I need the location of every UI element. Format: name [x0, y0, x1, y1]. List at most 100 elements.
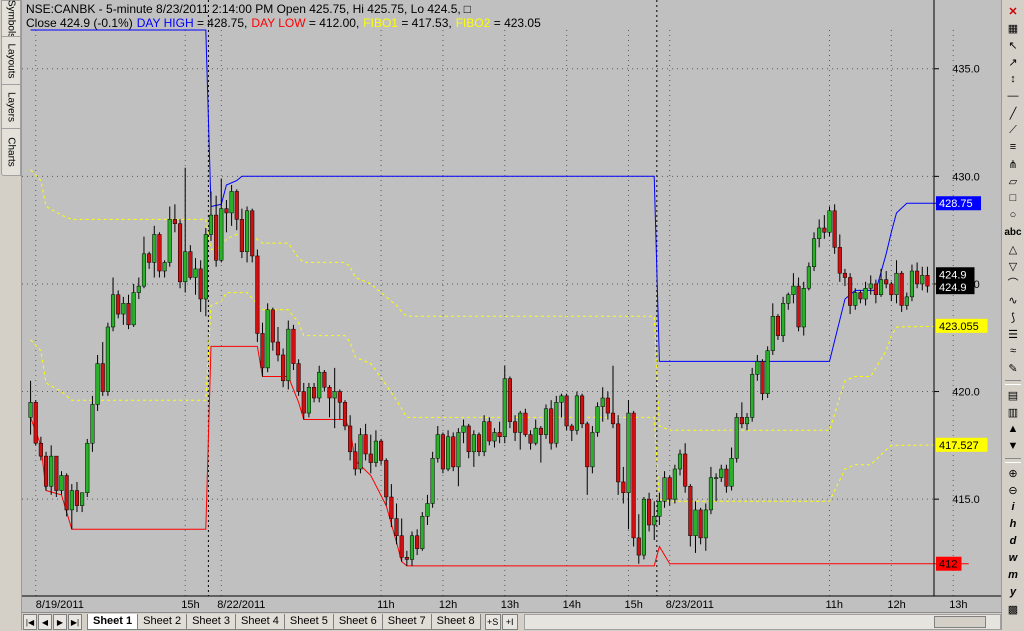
curve-tool-icon[interactable]: ∿ — [1008, 294, 1018, 307]
candle — [219, 178, 224, 263]
sheet-tab-3[interactable]: Sheet 3 — [186, 614, 236, 630]
m-tool-icon[interactable]: m — [1008, 569, 1018, 581]
candle — [580, 393, 585, 429]
candle — [177, 219, 183, 289]
triangle-up-tool-icon[interactable]: △ — [1008, 243, 1018, 256]
vert-line-tool-icon[interactable]: ↕ — [1010, 73, 1016, 85]
tab-charts[interactable]: Charts — [1, 128, 21, 176]
zigzag-tool-icon[interactable]: ⟆ — [1010, 311, 1016, 324]
w-tool-icon[interactable]: w — [1008, 552, 1018, 564]
chart-pane[interactable]: 415.0420.0425.0430.0435.08/19/201115h8/2… — [22, 0, 1024, 612]
candle — [296, 359, 301, 396]
candle-body-down — [100, 363, 105, 392]
candle — [64, 473, 69, 517]
candle — [827, 206, 832, 237]
first-sheet-button[interactable]: |◀ — [23, 614, 37, 630]
cursor-tool-icon[interactable]: ↖ — [1008, 39, 1018, 52]
h-tool-icon[interactable]: h — [1009, 518, 1017, 530]
candle-body-up — [105, 326, 110, 392]
candle — [43, 451, 49, 491]
last-sheet-button[interactable]: ▶| — [68, 614, 82, 630]
sheet-tab-1[interactable]: Sheet 1 — [87, 614, 139, 630]
zoom-in-tool-icon[interactable]: ⊕ — [1008, 467, 1018, 480]
candle-body-down — [549, 408, 554, 444]
pitchfork-tool-icon[interactable]: ⋔ — [1008, 158, 1018, 171]
ray-tool-icon[interactable]: ⟋ — [1009, 123, 1017, 136]
candle — [796, 277, 801, 332]
sheet-tab-8[interactable]: Sheet 8 — [430, 614, 481, 630]
up-arrow-tool-icon[interactable]: ▲ — [1007, 423, 1019, 435]
candle — [59, 471, 64, 495]
rectangle-tool-icon[interactable]: □ — [1009, 192, 1017, 204]
close-tool-icon[interactable]: ✕ — [1008, 5, 1018, 18]
fib-tool-icon[interactable]: ≡ — [1009, 141, 1017, 153]
candle — [647, 492, 652, 532]
candle — [306, 382, 311, 418]
candle-body-down — [255, 255, 260, 334]
candle — [38, 436, 43, 461]
i-tool-icon[interactable]: i — [1011, 501, 1015, 513]
abc-tool-icon[interactable]: abc — [1004, 226, 1022, 238]
x-tick-label: 14h — [563, 599, 581, 611]
ellipse-tool-icon[interactable]: ○ — [1009, 209, 1017, 221]
candle — [265, 303, 270, 373]
candle — [786, 292, 791, 310]
lines3-tool-icon[interactable]: ☰ — [1008, 328, 1018, 341]
trend-line-tool-icon[interactable]: ╱ — [1009, 107, 1017, 120]
select-tool-icon[interactable]: ▦ — [1007, 22, 1019, 35]
next-sheet-button[interactable]: ▶ — [53, 614, 67, 630]
triangle-down-tool-icon[interactable]: ▽ — [1008, 260, 1018, 273]
candle-body-down — [291, 328, 296, 364]
page2-tool-icon[interactable]: ▥ — [1007, 406, 1019, 419]
candle-body-down — [616, 423, 621, 483]
candle — [868, 275, 873, 295]
candle-body-up — [920, 275, 925, 285]
candle — [456, 428, 461, 487]
arc-tool-icon[interactable]: ⌒ — [1007, 278, 1019, 290]
candle — [600, 387, 605, 422]
tab-symbols[interactable]: Symbols — [1, 0, 21, 38]
arrow-tool-icon[interactable]: ↗ — [1008, 56, 1018, 69]
fibo2-line — [30, 169, 969, 431]
candle-body-down — [528, 434, 533, 444]
candle — [147, 251, 152, 269]
x-tick-label: 11h — [825, 599, 843, 611]
sheet-tab-5[interactable]: Sheet 5 — [283, 614, 334, 630]
sheet-tab-7[interactable]: Sheet 7 — [381, 614, 432, 630]
d-tool-icon[interactable]: d — [1009, 535, 1017, 547]
candle-body-up — [131, 292, 136, 326]
tab-layers[interactable]: Layers — [1, 84, 21, 130]
sheet-tab-4[interactable]: Sheet 4 — [234, 614, 285, 630]
candle-body-down — [487, 421, 492, 442]
prev-sheet-button[interactable]: ◀ — [38, 614, 52, 630]
sheet-tab-2[interactable]: Sheet 2 — [137, 614, 188, 630]
sheet-tab-6[interactable]: Sheet 6 — [332, 614, 383, 630]
horizontal-scrollbar[interactable] — [523, 614, 1001, 630]
channel-tool-icon[interactable]: ▱ — [1008, 175, 1018, 188]
grid-tool-icon[interactable]: ▩ — [1007, 603, 1019, 616]
scrollbar-thumb[interactable] — [934, 616, 986, 628]
down-arrow-tool-icon[interactable]: ▼ — [1007, 440, 1019, 452]
candle — [523, 408, 528, 437]
price-chart[interactable]: 415.0420.0425.0430.0435.08/19/201115h8/2… — [22, 0, 1024, 612]
hline-tool-icon[interactable]: — — [1007, 90, 1019, 102]
tab-layouts[interactable]: Layouts — [1, 36, 21, 86]
candle — [322, 370, 327, 392]
wave-tool-icon[interactable]: ≈ — [1009, 345, 1017, 357]
candle — [353, 443, 358, 476]
page-tool-icon[interactable]: ▤ — [1007, 389, 1019, 402]
value-label-text: 424.9 — [939, 269, 967, 281]
pencil-tool-icon[interactable]: ✎ — [1008, 362, 1018, 375]
candle — [389, 484, 394, 528]
candle-body-down — [523, 412, 528, 435]
insert-sheet-button[interactable]: +I — [501, 614, 518, 630]
zoom-out-tool-icon[interactable]: ⊖ — [1008, 484, 1018, 497]
candle — [33, 400, 38, 446]
candle-body-up — [827, 210, 832, 233]
candle-body-up — [734, 417, 739, 459]
candle-body-down — [899, 272, 904, 306]
candle-body-down — [647, 498, 652, 526]
y-tool-icon[interactable]: y — [1009, 586, 1017, 598]
add-sheet-button[interactable]: +S — [484, 614, 501, 630]
candle-body-up — [59, 475, 64, 491]
